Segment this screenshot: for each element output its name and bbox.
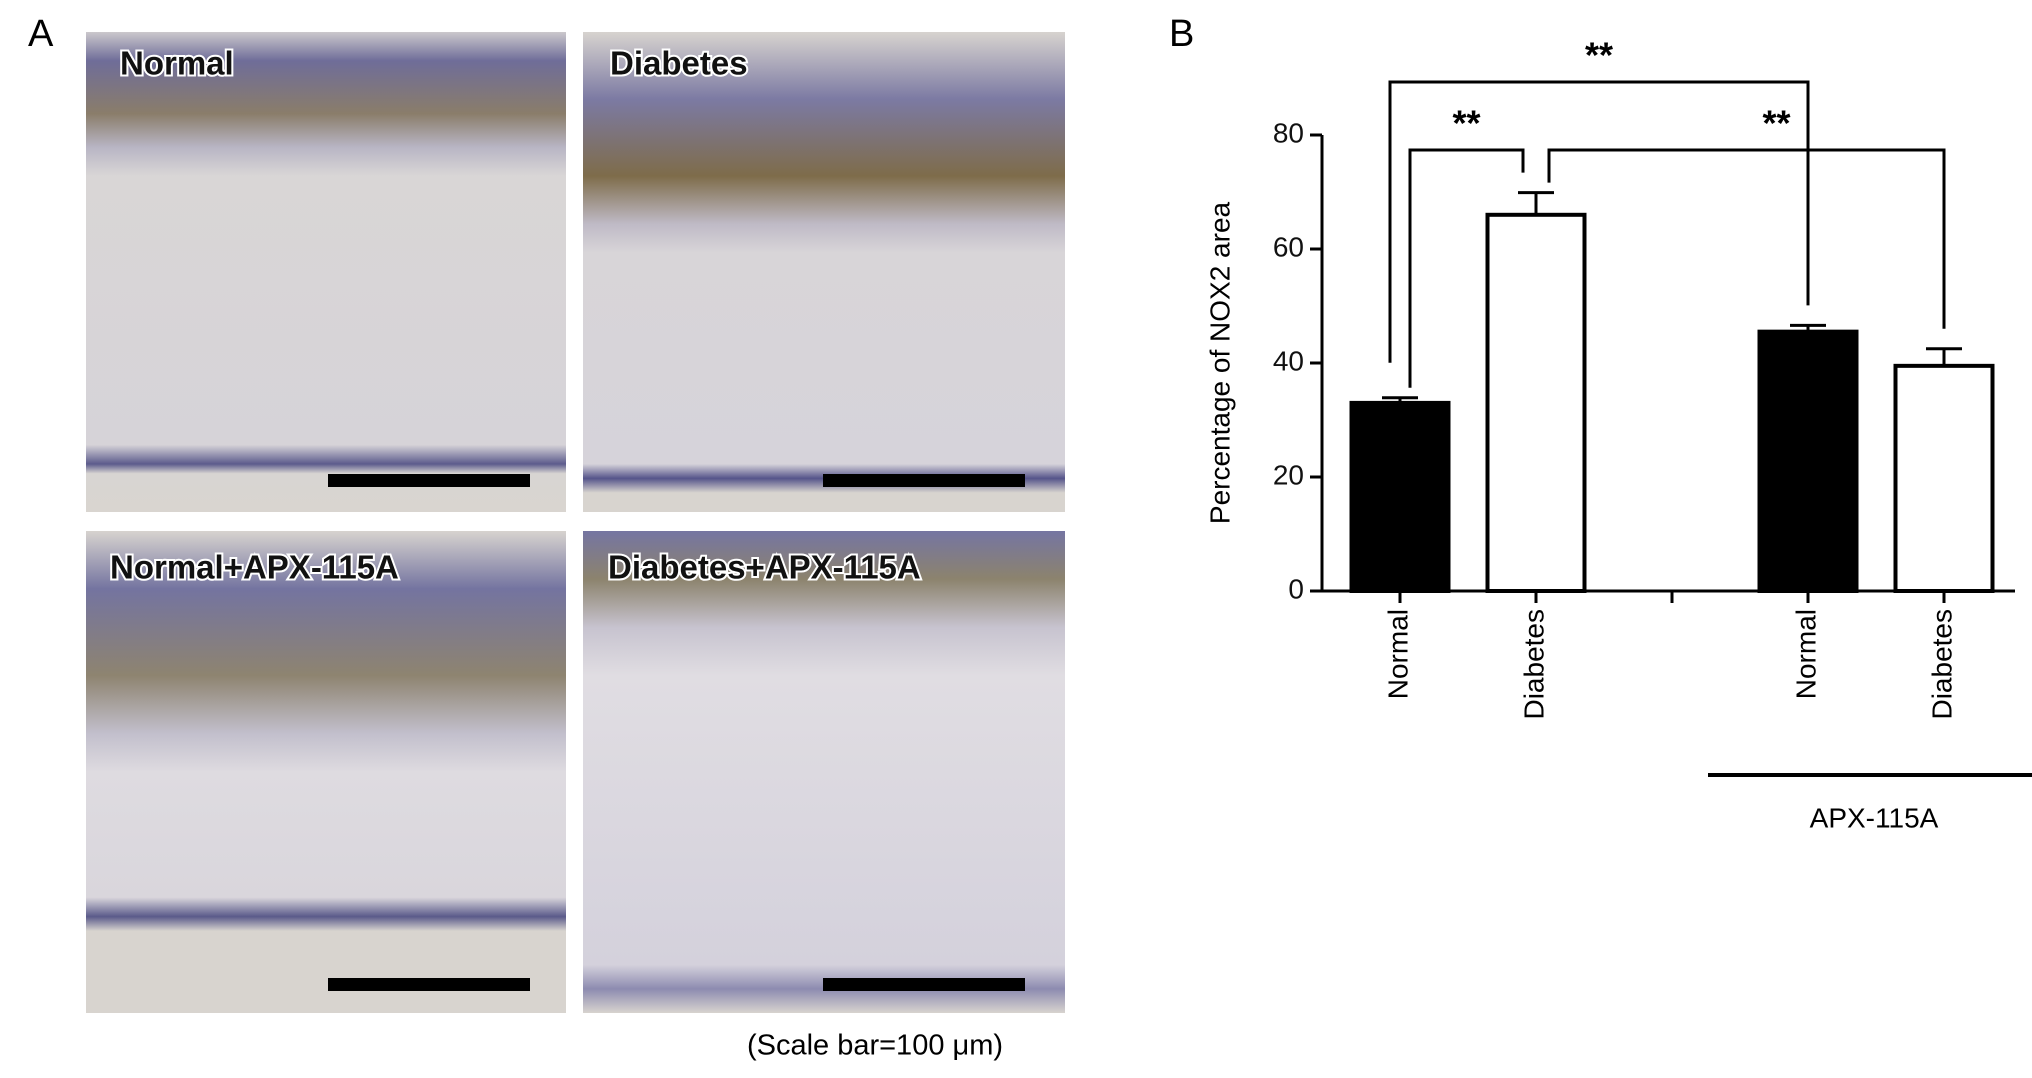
y-tick-label: 80 <box>1273 117 1304 148</box>
tissue-image <box>86 531 566 1013</box>
micrograph: Diabetes+APX-115A <box>583 531 1065 1013</box>
y-axis-label: Percentage of NOX2 area <box>1204 201 1235 524</box>
scale-note: (Scale bar=100 μm) <box>747 1030 1003 1062</box>
micrograph: Normal+APX-115A <box>86 531 566 1013</box>
y-tick-label: 20 <box>1273 459 1304 490</box>
x-tick-label: Diabetes <box>1518 609 1549 720</box>
y-tick-label: 60 <box>1273 231 1304 262</box>
significance-bracket <box>1547 148 1946 329</box>
panel-label: Diabetes <box>610 45 748 82</box>
panel-label: Diabetes+APX-115A <box>608 549 921 586</box>
scale-bar <box>823 978 1025 991</box>
tissue-image <box>583 531 1065 1013</box>
panel-letter: B <box>1169 13 1194 55</box>
scale-bar <box>328 978 530 991</box>
x-tick-label: Diabetes <box>1926 609 1957 720</box>
scale-bar <box>328 474 530 487</box>
y-tick-label: 0 <box>1288 573 1304 604</box>
tissue-image <box>86 32 566 512</box>
tissue-image <box>583 32 1065 512</box>
bar <box>1893 363 1995 593</box>
bar <box>1485 212 1587 594</box>
significance-label: ** <box>1452 103 1480 144</box>
significance-bracket <box>1408 148 1525 388</box>
panel-label: Normal <box>120 45 234 82</box>
panel-letter: A <box>28 13 54 55</box>
x-tick-label: Normal <box>1790 609 1821 699</box>
significance-bracket <box>1388 80 1810 363</box>
panel-label: Normal+APX-115A <box>110 549 399 586</box>
scale-bar <box>823 474 1025 487</box>
bar <box>1349 400 1451 593</box>
micrograph: Normal <box>86 32 566 512</box>
group-label: APX-115A <box>1810 802 1939 833</box>
micrograph: Diabetes <box>583 32 1065 512</box>
significance-label: ** <box>1585 35 1613 76</box>
bar <box>1757 329 1859 593</box>
y-tick-label: 40 <box>1273 345 1304 376</box>
significance-label: ** <box>1762 103 1790 144</box>
x-tick-label: Normal <box>1382 609 1413 699</box>
